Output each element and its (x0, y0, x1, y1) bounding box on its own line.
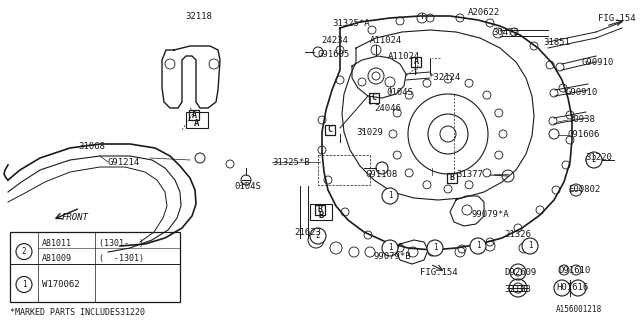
Text: 31851: 31851 (543, 38, 570, 47)
Bar (325, 125, 335, 135)
Text: A11024: A11024 (370, 36, 403, 45)
Text: 1: 1 (433, 244, 437, 252)
Bar (10, 232, 180, 302)
Text: 30938: 30938 (568, 115, 595, 124)
Bar (315, 205, 325, 215)
Text: D91610: D91610 (558, 266, 590, 275)
Text: B: B (318, 211, 324, 220)
Text: A20622: A20622 (468, 8, 500, 17)
Text: A156001218: A156001218 (556, 305, 602, 314)
Text: A81009: A81009 (42, 254, 72, 263)
Text: 31220: 31220 (585, 153, 612, 162)
Text: C: C (371, 93, 376, 102)
Text: 1: 1 (476, 242, 480, 251)
Text: 31068: 31068 (78, 142, 105, 151)
Text: FIG.154: FIG.154 (420, 268, 458, 277)
Bar (369, 93, 379, 103)
Text: *32124: *32124 (428, 73, 460, 82)
Circle shape (522, 238, 538, 254)
Text: A: A (195, 119, 200, 128)
Text: FRONT: FRONT (61, 213, 88, 222)
Text: G91606: G91606 (568, 130, 600, 139)
Text: 24046: 24046 (374, 104, 401, 113)
Text: (1301-  ): (1301- ) (99, 239, 144, 248)
Text: 1: 1 (528, 242, 532, 251)
Text: G91214: G91214 (108, 158, 140, 167)
Circle shape (427, 240, 443, 256)
Text: G90910: G90910 (566, 88, 598, 97)
Circle shape (310, 228, 326, 244)
Bar (310, 204, 332, 220)
Text: 21623: 21623 (294, 228, 321, 237)
Text: G91605: G91605 (318, 50, 350, 59)
Circle shape (382, 188, 398, 204)
Text: B: B (449, 173, 454, 182)
Text: *MARKED PARTS INCLUDES31220: *MARKED PARTS INCLUDES31220 (10, 308, 145, 317)
Text: A: A (413, 58, 419, 67)
Text: 0104S: 0104S (234, 182, 261, 191)
Circle shape (470, 238, 486, 254)
Text: A: A (191, 110, 196, 119)
Text: 1: 1 (388, 191, 392, 201)
Text: G90910: G90910 (581, 58, 613, 67)
Text: 2: 2 (592, 156, 596, 164)
Text: 32103: 32103 (504, 285, 531, 294)
Text: A11024: A11024 (388, 52, 420, 61)
Text: 31029: 31029 (356, 128, 383, 137)
Text: B: B (317, 205, 323, 214)
Bar (189, 110, 199, 120)
Text: G91108: G91108 (366, 170, 398, 179)
Text: H01616: H01616 (556, 283, 588, 292)
Text: 2: 2 (316, 231, 320, 241)
Text: 21326: 21326 (504, 230, 531, 239)
Text: C: C (328, 125, 333, 134)
Text: E00802: E00802 (568, 185, 600, 194)
Bar (186, 112, 208, 128)
Circle shape (16, 276, 32, 292)
Text: 1: 1 (388, 244, 392, 252)
Text: FIG.154: FIG.154 (598, 14, 636, 23)
Bar (447, 173, 457, 183)
Text: 0104S: 0104S (386, 88, 413, 97)
Text: 99079*A: 99079*A (472, 210, 509, 219)
Text: D92609: D92609 (504, 268, 536, 277)
Text: 2: 2 (22, 247, 26, 256)
Text: 1: 1 (22, 280, 26, 289)
Bar (411, 57, 421, 67)
Text: 30472: 30472 (492, 28, 519, 37)
Text: 31377: 31377 (456, 170, 483, 179)
Text: 31325*A: 31325*A (332, 19, 370, 28)
Text: W170062: W170062 (42, 280, 79, 289)
Circle shape (16, 244, 32, 260)
Circle shape (382, 240, 398, 256)
Text: 31325*B: 31325*B (272, 158, 310, 167)
Circle shape (586, 152, 602, 168)
Text: 32118: 32118 (185, 12, 212, 21)
Text: A81011: A81011 (42, 239, 72, 248)
Text: 99079*B: 99079*B (374, 252, 412, 261)
Text: 24234: 24234 (321, 36, 348, 45)
Text: (  -1301): ( -1301) (99, 254, 144, 263)
